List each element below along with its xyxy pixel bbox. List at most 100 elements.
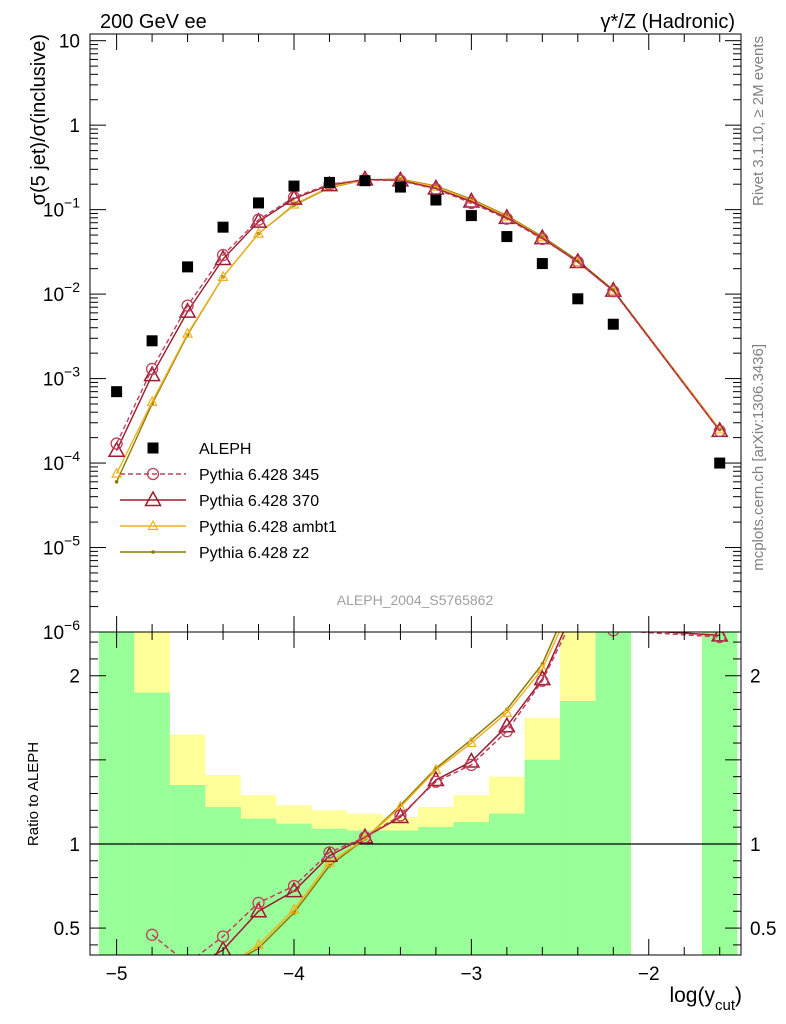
legend-marker-ambt1 [147,519,159,531]
x-tick-label: −4 [283,964,305,985]
y-tick-label: 10−2 [43,279,80,306]
series-point-p370 [462,191,481,208]
legend-label-z2: Pythia 6.428 z2 [199,545,309,562]
side-label-mcplots: mcplots.cern.ch [arXiv:1306.3436] [750,344,767,571]
data-point-aleph [182,261,194,273]
data-point-aleph [501,231,513,243]
ratio-point-p370 [249,901,268,918]
series-point-p370 [249,212,268,228]
series-point-p345 [181,299,194,312]
ratio-point-p345 [145,928,159,941]
band-green [701,632,738,955]
x-tick-label: −5 [106,964,128,985]
series-point-p370 [214,249,232,266]
series-point-p345 [500,212,514,225]
series-point-p345 [571,255,584,269]
band-green-lower [169,894,206,955]
series-point-p370 [143,365,161,382]
ratio-point-p370 [427,770,445,787]
header-left-title: 200 GeV ee [100,11,207,33]
data-point-aleph [607,318,619,330]
data-point-aleph [430,194,442,206]
series-point-p370 [498,208,516,225]
side-label-rivet: Rivet 3.1.10, ≥ 2M events [750,36,767,206]
band-green-lower [418,860,454,955]
data-point-aleph [359,175,371,187]
main-marks [107,169,729,484]
x-axis-label: log(ycut) [669,984,742,1014]
series-point-p370 [604,281,623,297]
series-point-p345 [607,285,620,298]
ratio-point-ambt1 [501,706,513,717]
series-line-ambt1 [115,178,721,474]
legend-marker-z2 [151,550,155,554]
band-green-lower [311,860,348,955]
ratio-plot: 2 2 1 1 0.5 0.5 −5 −4 −3 −2 Ratio to ALEPH log(yc… [25,631,776,1014]
y-tick-label: 10 [59,32,80,53]
legend-marker-data [147,442,159,454]
y-tick-label: 10−3 [43,364,80,391]
y-tick-label: 10−1 [43,195,80,222]
band-green-lower [382,860,419,955]
legend-label-ambt1: Pythia 6.428 ambt1 [199,519,337,536]
ratio-line-p345 [151,632,720,955]
ratio-series-group [145,632,729,955]
ratio-point-p345 [252,896,265,909]
ratio-marks [145,632,729,955]
legend-label-data: ALEPH [199,441,251,458]
ratio-point-p370 [320,846,339,862]
y-tick-label: 10−6 [43,617,80,644]
band-green-lower [489,875,525,955]
data-point-aleph [111,386,123,398]
band-green [595,632,632,955]
data-point-aleph [572,293,584,305]
data-point-aleph [536,258,548,270]
series-point-ambt1 [217,270,229,281]
ratio-y-tick-label-right: 0.5 [750,919,776,940]
data-point-aleph [146,335,158,347]
header-right-title: γ*/Z (Hadronic) [601,11,735,33]
data-point-aleph [465,210,477,222]
ratio-bands [90,632,741,955]
series-line-z2 [115,178,721,483]
data-point-aleph [253,197,265,209]
ratio-line-p370 [212,632,720,955]
ratio-point-p345 [394,809,407,822]
ratio-point-p345 [216,930,230,943]
series-line-p345 [115,179,721,444]
ratio-point-p345 [358,831,372,844]
band-green [134,692,170,955]
legend: ALEPH Pythia 6.428 345 Pythia 6.428 370 Pyt… [120,441,337,562]
ratio-point-p370 [391,807,410,824]
ratio-ticks: 2 2 1 1 0.5 0.5 −5 −4 −3 −2 [54,632,776,985]
series-point-p345 [145,362,159,376]
series-point-ambt1 [182,327,194,338]
data-point-aleph [394,181,406,193]
band-green [98,632,135,955]
series-point-ambt1 [111,467,123,478]
band-green-lower [347,857,383,955]
ratio-line-ambt1 [241,632,561,955]
series-line-p370 [115,178,721,452]
data-point-aleph [323,176,335,188]
series-point-p345 [287,191,301,204]
ratio-point-p345 [536,674,549,687]
legend-label-p370: Pythia 6.428 370 [199,493,319,510]
ratio-point-p345 [465,758,478,772]
ratio-y-tick-label-left: 2 [69,667,80,688]
legend-label-p345: Pythia 6.428 345 [199,467,319,484]
data-point-aleph [217,221,229,233]
ratio-y-tick-label-right: 1 [750,835,761,856]
ratio-point-p345 [287,879,301,893]
y-tick-label: 1 [69,116,80,137]
data-point-aleph [288,180,300,192]
legend-marker-p370 [144,490,162,507]
ratio-y-tick-label-right: 2 [750,667,761,688]
ratio-point-p370 [710,632,729,642]
series-point-p345 [110,437,123,450]
legend-marker-p345 [146,467,160,481]
ratio-point-p345 [429,775,443,788]
data-point-aleph [714,457,726,469]
ratio-point-ambt1 [465,736,477,748]
